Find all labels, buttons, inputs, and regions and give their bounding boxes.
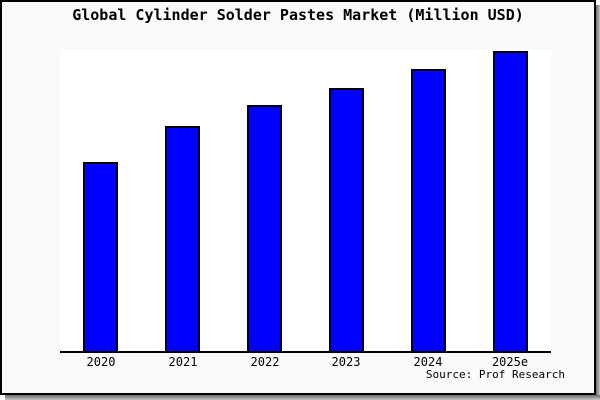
window-shadow-right [596, 5, 600, 400]
bar-2020 [83, 162, 118, 351]
bar-2022 [247, 105, 282, 351]
x-tick-label-2022: 2022 [250, 355, 280, 369]
window-shadow-bottom [5, 395, 600, 400]
source-attribution: Source: Prof Research [425, 368, 565, 381]
x-tick-label-2020: 2020 [86, 355, 116, 369]
bar-2023 [329, 88, 364, 351]
plot-area [60, 50, 551, 353]
x-tick-label-2025e: 2025e [491, 355, 529, 369]
bar-2024 [411, 69, 446, 351]
x-tick-label-2024: 2024 [413, 355, 443, 369]
x-tick-label-2021: 2021 [168, 355, 198, 369]
x-tick-label-2023: 2023 [331, 355, 361, 369]
chart-title: Global Cylinder Solder Pastes Market (Mi… [72, 6, 524, 24]
bar-2021 [165, 126, 200, 351]
bar-2025e [493, 51, 528, 351]
